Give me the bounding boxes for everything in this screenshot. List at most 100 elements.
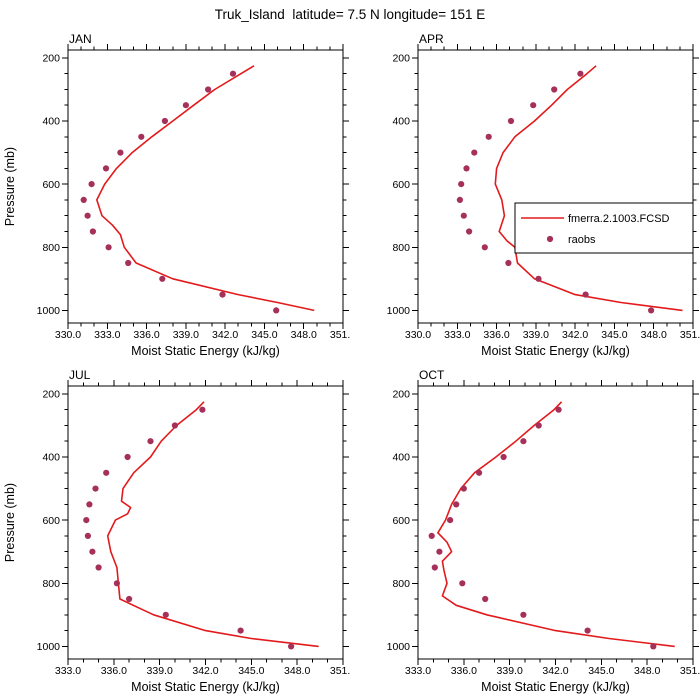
y-tick-label: 400	[42, 116, 60, 128]
legend: fmerra.2.1003.FCSD raobs	[514, 202, 694, 254]
y-tick-label: 400	[392, 116, 410, 128]
y-axis-title: Pressure (mb)	[3, 147, 17, 226]
x-tick-label: 336.0	[101, 665, 127, 677]
panel-month-label: APR	[419, 32, 444, 46]
raobs-point	[126, 595, 133, 603]
y-tick-label: 200	[392, 389, 410, 401]
raobs-point	[650, 643, 657, 650]
raobs-point	[428, 532, 435, 539]
series-group	[456, 65, 683, 314]
raobs-point	[89, 548, 96, 555]
x-tick-label: 333.0	[55, 665, 81, 677]
y-tick-label: 200	[42, 389, 60, 401]
x-tick-label: 342.0	[562, 329, 588, 341]
y-tick-label: 1000	[387, 305, 411, 317]
raobs-point	[288, 643, 295, 650]
plot-border	[67, 385, 344, 660]
model-line	[494, 65, 683, 312]
raobs-point	[447, 517, 454, 524]
raobs-point	[584, 627, 591, 634]
raobs-point	[530, 102, 537, 109]
y-tick-label: 1000	[37, 641, 61, 653]
x-tick-label: 330.0	[55, 329, 81, 341]
raobs-point	[92, 485, 99, 492]
raobs-point	[161, 117, 168, 125]
x-axis-title: Moist Static Energy (kJ/kg)	[481, 344, 630, 358]
raobs-point	[577, 70, 584, 77]
raobs-point	[551, 86, 558, 93]
raobs-point	[105, 244, 112, 251]
raobs-point	[124, 453, 131, 461]
raobs-point	[520, 438, 527, 445]
x-tick-label: 333.0	[405, 665, 431, 677]
raobs-point	[459, 580, 466, 587]
raobs-point	[505, 259, 512, 267]
raobs-point	[466, 228, 473, 235]
x-tick-label: 345.0	[238, 665, 264, 677]
raobs-point	[460, 212, 467, 219]
panel-month-label: OCT	[419, 368, 445, 382]
chart-apr: 330.0 333.0 336.0 339.0 342.0 345.0 348.0 351.0…	[387, 32, 700, 358]
raobs-point	[159, 275, 166, 282]
axes	[62, 44, 349, 329]
raobs-point	[436, 548, 443, 555]
raobs-point	[456, 196, 463, 203]
y-tick-label: 800	[42, 242, 60, 254]
raobs-point	[95, 564, 102, 571]
x-tick-label: 339.0	[523, 329, 549, 341]
y-tick-label: 600	[392, 515, 410, 527]
chart-oct: 333.0 336.0 339.0 342.0 345.0 348.0 351.0 200 40…	[387, 368, 700, 694]
x-tick-label: 351.0	[330, 665, 350, 677]
raobs-point	[102, 165, 110, 172]
raobs-point	[88, 181, 95, 188]
model-line	[437, 401, 675, 648]
x-tick-label: 345.0	[588, 665, 614, 677]
y-tick-label: 600	[392, 179, 410, 191]
x-axis-title: Moist Static Energy (kJ/kg)	[481, 680, 630, 694]
y-tick-label: 800	[392, 242, 410, 254]
raobs-point	[507, 117, 515, 125]
y-tick-label: 200	[392, 53, 410, 65]
x-tick-label: 342.0	[212, 329, 238, 341]
raobs-point	[555, 406, 562, 413]
x-tick-label: 345.0	[601, 329, 627, 341]
legend-label-raobs: raobs	[568, 234, 596, 246]
chart-jan: 330.0 333.0 336.0 339.0 342.0 345.0 348.0 351.0…	[3, 32, 350, 358]
x-axis-title: Moist Static Energy (kJ/kg)	[131, 344, 280, 358]
series-group	[80, 65, 315, 314]
axes	[412, 380, 699, 665]
legend-label-model: fmerra.2.1003.FCSD	[568, 213, 670, 225]
raobs-point	[84, 532, 91, 539]
x-tick-label: 351.0	[330, 329, 350, 341]
raobs-point	[481, 244, 488, 251]
raobs-point	[453, 501, 460, 508]
raobs-point	[535, 422, 542, 429]
x-tick-label: 348.0	[634, 665, 660, 677]
y-tick-label: 600	[42, 515, 60, 527]
raobs-point	[86, 501, 93, 508]
series-group	[428, 401, 675, 650]
raobs-point	[117, 149, 124, 156]
x-tick-label: 339.0	[147, 665, 173, 677]
x-tick-label: 339.0	[497, 665, 523, 677]
raobs-point	[138, 133, 145, 140]
x-tick-label: 333.0	[444, 329, 470, 341]
raobs-point	[535, 275, 542, 282]
plot-border	[67, 49, 344, 324]
y-tick-label: 1000	[387, 641, 411, 653]
axes	[412, 44, 699, 329]
raobs-point	[273, 307, 280, 314]
x-tick-label: 348.0	[291, 329, 317, 341]
raobs-point	[182, 102, 189, 109]
raobs-point	[582, 291, 589, 298]
raobs-point	[471, 149, 478, 156]
raobs-point	[476, 469, 483, 476]
raobs-point	[80, 196, 87, 203]
x-tick-label: 336.0	[451, 665, 477, 677]
model-line	[96, 65, 315, 312]
x-tick-label: 351.0	[680, 665, 700, 677]
panel-month-label: JAN	[69, 32, 92, 46]
raobs-point	[648, 307, 655, 314]
raobs-point	[485, 133, 492, 140]
plot-border	[417, 49, 694, 324]
